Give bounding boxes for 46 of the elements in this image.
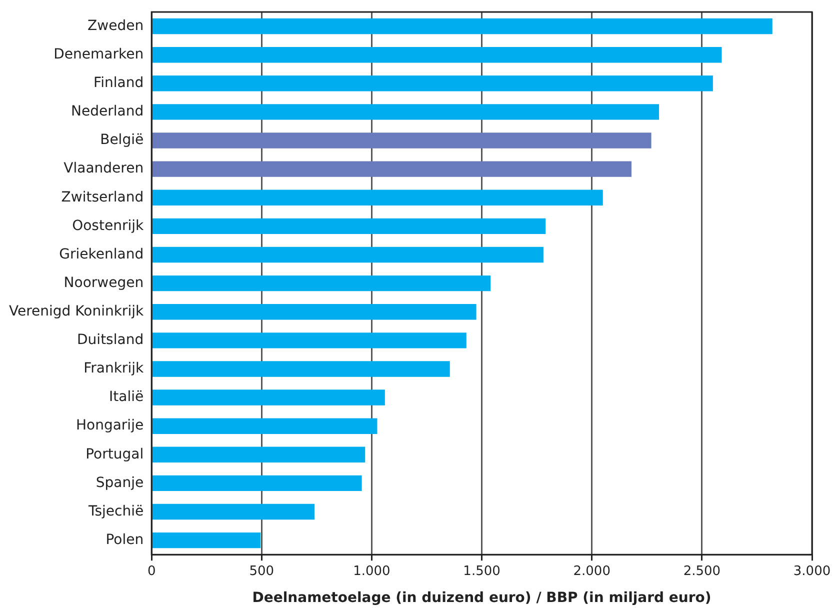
x-tick-label: 3.000 <box>793 564 831 579</box>
y-tick-label: Duitsland <box>77 332 144 348</box>
x-tick-label: 2.500 <box>683 564 721 579</box>
bar <box>152 418 378 434</box>
bar <box>152 218 546 234</box>
bar <box>152 76 713 92</box>
y-tick-label: België <box>100 132 144 148</box>
y-tick-label: Frankrijk <box>84 360 144 377</box>
y-tick-label: Portugal <box>86 446 144 462</box>
bar <box>152 190 603 206</box>
bar <box>152 532 261 548</box>
x-tick-label: 500 <box>249 564 274 579</box>
bar <box>152 46 722 63</box>
bar <box>152 361 450 377</box>
bar <box>152 390 385 406</box>
y-tick-label: Hongarije <box>76 418 144 434</box>
y-tick-label: Denemarken <box>54 46 144 62</box>
x-tick-label: 2.000 <box>573 564 610 579</box>
bar <box>152 504 314 520</box>
bar <box>152 132 652 148</box>
bar <box>152 275 491 292</box>
bar <box>152 475 362 492</box>
y-tick-label: Finland <box>94 75 144 92</box>
y-tick-label: Zwitserland <box>61 189 144 206</box>
y-tick-label: Italië <box>108 389 144 406</box>
y-tick-label: Noorwegen <box>64 274 144 291</box>
bar <box>152 161 632 177</box>
y-tick-label: Zweden <box>88 18 144 34</box>
x-axis-title: Deelnametoelage (in duizend euro) / BBP (in miljard euro) <box>252 590 712 606</box>
x-tick-label: 1.000 <box>353 564 390 579</box>
x-tick-label: 1.500 <box>463 564 500 579</box>
bar <box>152 332 466 348</box>
y-tick-label: Polen <box>106 532 144 548</box>
y-tick-label: Oostenrijk <box>72 218 144 234</box>
y-tick-label: Vlaanderen <box>64 160 144 177</box>
y-tick-label: Nederland <box>71 104 144 120</box>
bar <box>152 104 660 120</box>
bar <box>152 304 476 320</box>
x-tick-label: 0 <box>147 564 156 579</box>
bar <box>152 246 544 263</box>
y-tick-label: Verenigd Koninkrijk <box>8 304 144 320</box>
y-tick-label: Tsjechië <box>87 503 144 520</box>
bar <box>152 446 366 462</box>
y-tick-label: Griekenland <box>59 246 144 262</box>
bar <box>152 18 772 34</box>
y-tick-label: Spanje <box>96 474 144 491</box>
